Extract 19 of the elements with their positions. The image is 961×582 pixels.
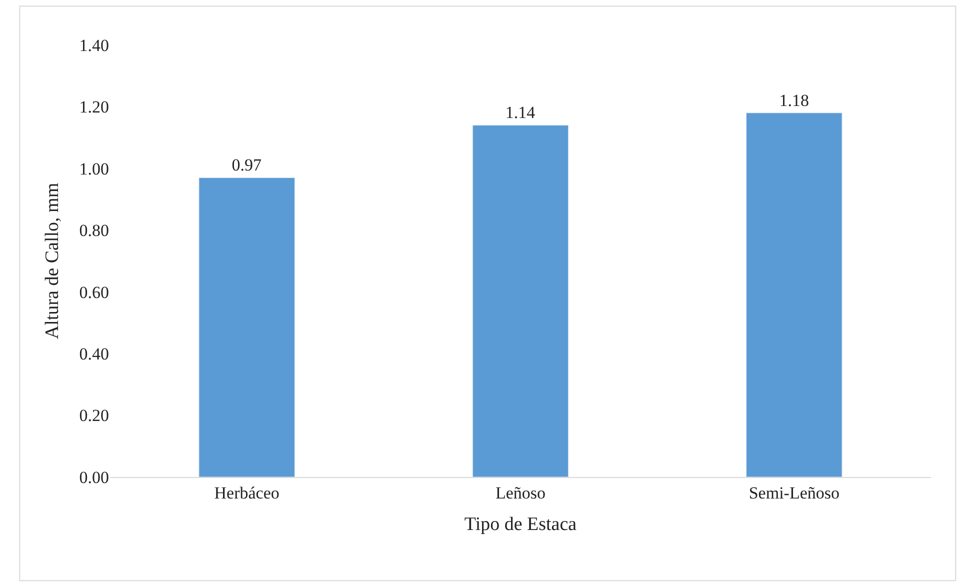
y-tick-label: 1.00 [79, 159, 109, 178]
y-tick-label: 0.00 [79, 468, 109, 487]
x-tick-label: Herbáceo [214, 483, 280, 502]
bar [472, 124, 569, 477]
bar [746, 112, 842, 477]
data-label: 1.14 [505, 103, 536, 122]
y-tick-label: 1.20 [79, 98, 109, 117]
data-label: 1.18 [779, 90, 810, 110]
x-axis-title: Tipo de Estaca [464, 514, 578, 536]
x-tick-label: Semi-Leñoso [748, 483, 840, 502]
data-label: 0.97 [232, 156, 262, 175]
y-axis-title: Altura de Callo, mm [42, 182, 64, 340]
y-tick-label: 1.40 [79, 36, 109, 55]
x-tick-label: Leñoso [495, 483, 546, 502]
bar [198, 177, 295, 477]
y-tick-label: 0.40 [79, 344, 109, 364]
y-tick-label: 0.20 [79, 406, 109, 426]
y-tick-label: 0.80 [79, 221, 109, 240]
y-tick-label: 0.60 [79, 282, 109, 302]
